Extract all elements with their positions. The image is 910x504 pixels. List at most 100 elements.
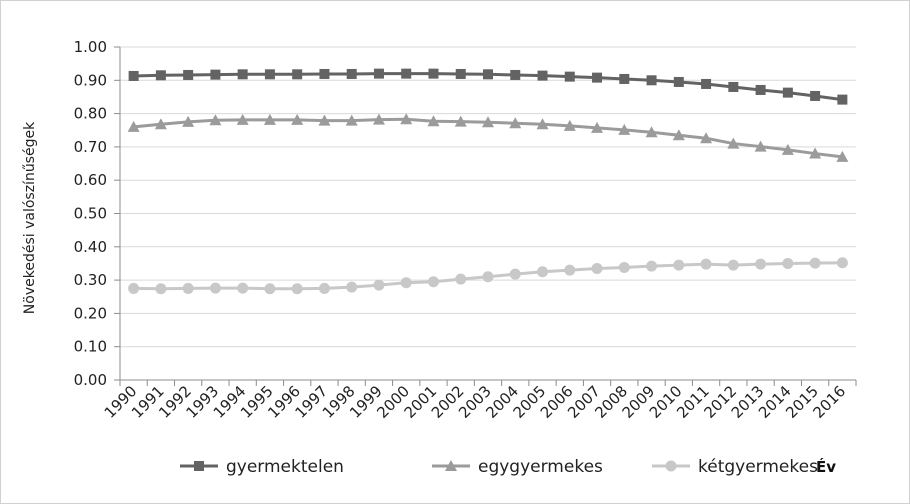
point-kétgyermekes-1997 [318,282,330,294]
y-tick-0.30: 0.30 [74,271,107,289]
series-egygyermekes [127,113,849,162]
point-kétgyermekes-2010 [673,259,685,271]
point-gyermektelen-2012 [728,81,739,92]
point-kétgyermekes-2000 [400,277,412,289]
point-gyermektelen-2014 [782,87,793,98]
point-gyermektelen-2006 [564,71,575,82]
point-egygyermekes-2013 [754,140,767,152]
point-egygyermekes-2014 [781,143,794,155]
point-egygyermekes-2000 [400,113,413,125]
point-kétgyermekes-2004 [509,268,521,280]
point-kétgyermekes-2013 [755,258,767,270]
point-egygyermekes-2004 [509,117,522,129]
point-egygyermekes-2015 [809,147,822,159]
point-egygyermekes-2012 [727,137,740,149]
point-kétgyermekes-1996 [291,283,303,295]
y-tick-0.10: 0.10 [74,338,107,356]
y-tick-0.80: 0.80 [74,105,107,123]
point-kétgyermekes-1990 [128,282,140,294]
point-gyermektelen-2001 [428,68,439,79]
point-kétgyermekes-1992 [182,282,194,294]
point-gyermektelen-2011 [701,78,712,89]
point-egygyermekes-1992 [182,115,195,127]
point-gyermektelen-1995 [264,69,275,80]
y-axis-label: Növekedési valószínűségek [22,121,38,314]
point-kétgyermekes-1993 [209,282,221,294]
point-gyermektelen-1993 [210,69,221,80]
point-egygyermekes-1999 [372,113,385,125]
point-egygyermekes-2007 [591,121,604,133]
point-kétgyermekes-2016 [836,257,848,269]
axes [114,46,857,386]
point-egygyermekes-1995 [263,113,276,125]
point-egygyermekes-1990 [127,120,140,132]
x-tick-2016: 2016 [809,382,849,422]
point-gyermektelen-2002 [455,68,466,79]
point-kétgyermekes-2014 [782,257,794,269]
point-kétgyermekes-2002 [455,273,467,285]
point-gyermektelen-1998 [346,68,357,79]
point-egygyermekes-2010 [672,129,685,141]
point-egygyermekes-1993 [209,114,222,126]
point-gyermektelen-1992 [183,69,194,80]
point-egygyermekes-2006 [563,119,576,131]
point-egygyermekes-2016 [836,150,849,162]
series-gyermektelen [128,68,848,105]
point-egygyermekes-2002 [454,115,467,127]
point-egygyermekes-2001 [427,115,440,127]
point-gyermektelen-2004 [510,69,521,80]
point-kétgyermekes-1995 [264,283,276,295]
legend: gyermektelen egygyermekes kétgyermekes [180,457,818,477]
point-egygyermekes-2005 [536,118,549,130]
point-gyermektelen-2003 [483,69,493,80]
point-gyermektelen-2010 [673,76,684,87]
gridlines [120,46,856,348]
y-tick-1.00: 1.00 [74,38,107,56]
point-gyermektelen-2015 [810,90,821,101]
point-gyermektelen-2009 [646,75,657,86]
point-egygyermekes-1997 [318,114,331,126]
point-kétgyermekes-2012 [727,259,739,271]
x-tick-labels: 1990199119921993199419951996199719981999… [101,382,849,422]
point-kétgyermekes-1998 [346,281,358,293]
point-kétgyermekes-2011 [700,258,712,270]
point-kétgyermekes-2003 [482,271,494,283]
point-gyermektelen-2000 [401,68,412,79]
point-kétgyermekes-1994 [237,282,249,294]
legend-item-gyermektelen: gyermektelen [180,457,344,477]
series-kétgyermekes [128,257,848,295]
legend-item-egygyermekes: egygyermekes [432,457,603,477]
point-gyermektelen-1990 [128,70,139,81]
point-kétgyermekes-2009 [646,260,658,272]
legend-label-kétgyermekes: kétgyermekes [698,457,818,477]
y-tick-0.60: 0.60 [74,171,107,189]
point-gyermektelen-1997 [319,68,330,79]
point-egygyermekes-1998 [345,114,358,126]
point-gyermektelen-1994 [237,69,248,80]
y-tick-0.20: 0.20 [74,304,107,322]
point-egygyermekes-2003 [482,116,494,128]
x-axis-corner-label: Év [816,457,836,476]
point-kétgyermekes-2001 [427,276,439,288]
y-tick-0.90: 0.90 [74,71,107,89]
y-tick-0.50: 0.50 [74,205,107,223]
point-kétgyermekes-2008 [618,261,630,273]
point-egygyermekes-1996 [291,113,304,125]
point-kétgyermekes-1999 [373,279,385,291]
legend-marker-kétgyermekes [665,460,677,472]
point-egygyermekes-1994 [236,113,249,125]
legend-marker-gyermektelen [194,461,204,471]
point-egygyermekes-2008 [618,123,631,135]
legend-label-gyermektelen: gyermektelen [226,457,344,477]
point-gyermektelen-2013 [755,84,766,95]
point-gyermektelen-1991 [155,70,166,81]
point-kétgyermekes-2015 [809,257,821,269]
point-gyermektelen-2005 [537,70,548,81]
point-gyermektelen-1996 [292,69,303,80]
point-gyermektelen-2007 [592,72,603,83]
point-egygyermekes-1991 [154,118,167,130]
legend-marker-egygyermekes [445,460,457,471]
y-tick-labels: 0.00 0.10 0.20 0.30 0.40 0.50 0.60 0.70 0.80 0.90… [74,38,107,389]
